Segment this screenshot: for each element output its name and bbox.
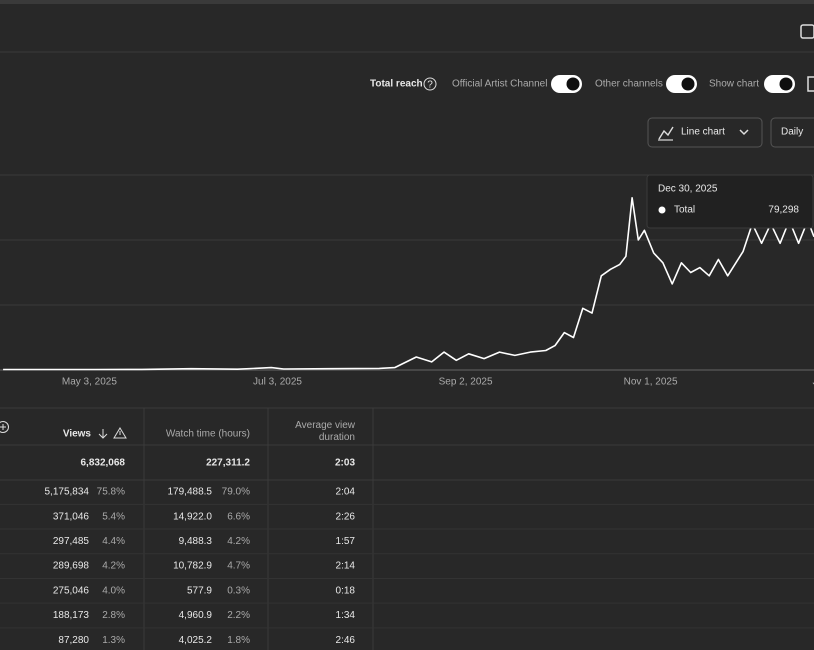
table-cell: 2:46	[336, 635, 356, 646]
table-cell: 4,025.2	[179, 635, 213, 646]
chart-type-dropdown[interactable]	[647, 117, 763, 148]
tooltip	[646, 174, 814, 229]
x-tick-label: May 3, 2025	[62, 377, 117, 388]
table-cell: 4,960.9	[179, 610, 213, 621]
dropdown-label: Daily	[781, 127, 803, 138]
table-cell: 4.2%	[102, 561, 125, 572]
total-cell: 2:03	[335, 458, 355, 469]
table-cell: 188,173	[53, 610, 90, 621]
table-cell: 577.9	[187, 585, 212, 596]
table-cell: 289,698	[53, 561, 90, 572]
x-tick-label: Sep 2, 2025	[439, 377, 493, 388]
dropdown-label: Line chart	[681, 127, 725, 138]
toggle[interactable]	[764, 75, 795, 93]
table-cell: 5.4%	[102, 511, 125, 522]
toggle-label: Official Artist Channel	[452, 79, 547, 90]
total-cell: 6,832,068	[81, 458, 126, 469]
table-cell: 9,488.3	[179, 536, 213, 547]
line-series	[3, 197, 814, 371]
interval-dropdown[interactable]	[770, 117, 814, 148]
table-cell: 5,175,834	[45, 487, 90, 498]
table-cell: 297,485	[53, 536, 90, 547]
table-cell: 2:26	[336, 511, 356, 522]
tooltip-value: 79,298	[768, 205, 799, 216]
x-tick-label: Jan 1, 2026	[813, 377, 814, 388]
warning-icon	[113, 427, 127, 439]
table-cell: 4.7%	[227, 561, 250, 572]
table-cell: 0:18	[336, 585, 356, 596]
table-cell: 75.8%	[97, 487, 125, 498]
table-cell: 2:04	[336, 487, 356, 498]
help-mark: ?	[427, 80, 433, 91]
table-cell: 87,280	[58, 635, 89, 646]
table-cell: 0.3%	[227, 585, 250, 596]
add-metric[interactable]	[0, 421, 9, 433]
help-icon[interactable]	[423, 77, 437, 91]
table: Views Watch time (hours) Average view durat…	[0, 407, 814, 650]
column-header[interactable]: Views	[63, 429, 92, 440]
toggle-label: Other channels	[595, 79, 663, 90]
x-tick-label: Nov 1, 2025	[624, 377, 678, 388]
add-icon	[0, 424, 6, 430]
feedback-icon[interactable]	[800, 24, 814, 39]
table-cell: 275,046	[53, 585, 90, 596]
x-tick-label: Jul 3, 2025	[253, 377, 302, 388]
table-cell: 14,922.0	[173, 511, 212, 522]
toggle-label: Show chart	[709, 79, 759, 90]
table-cell: 1.3%	[102, 635, 125, 646]
total-reach: Total reach	[370, 79, 423, 90]
table-cell: 10,782.9	[173, 561, 212, 572]
table-cell: 1.8%	[227, 635, 250, 646]
column-header[interactable]: Watch time (hours)	[166, 429, 250, 440]
table-cell: 6.6%	[227, 511, 250, 522]
table-cell: 1:57	[336, 536, 356, 547]
table-cell: 2.8%	[102, 610, 125, 621]
table-cell: 1:34	[336, 610, 356, 621]
table-cell: 2:14	[336, 561, 356, 572]
table-cell: 4.0%	[102, 585, 125, 596]
flag-icon[interactable]	[807, 76, 814, 92]
table-cell: 371,046	[53, 511, 90, 522]
tooltip-label: Total	[674, 205, 695, 216]
top-strip	[0, 0, 814, 4]
tooltip-date: Dec 30, 2025	[658, 184, 718, 195]
table-cell: 2.2%	[227, 610, 250, 621]
table-cell: 4.2%	[227, 536, 250, 547]
sort-arrow	[98, 429, 108, 439]
table-cell: 4.4%	[102, 536, 125, 547]
toggle[interactable]	[551, 75, 582, 93]
column-header[interactable]: Average view duration	[295, 420, 356, 443]
table-cell: 179,488.5	[168, 487, 213, 498]
table-cell: 79.0%	[222, 487, 250, 498]
toggle[interactable]	[666, 75, 697, 93]
total-cell: 227,311.2	[206, 458, 250, 469]
